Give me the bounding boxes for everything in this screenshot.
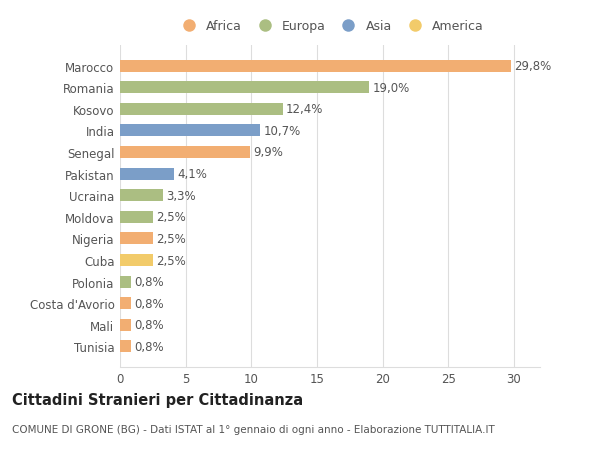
Text: Cittadini Stranieri per Cittadinanza: Cittadini Stranieri per Cittadinanza xyxy=(12,392,303,408)
Text: 0,8%: 0,8% xyxy=(134,340,163,353)
Text: 10,7%: 10,7% xyxy=(264,124,301,138)
Text: 0,8%: 0,8% xyxy=(134,319,163,331)
Text: 2,5%: 2,5% xyxy=(156,232,186,246)
Text: 9,9%: 9,9% xyxy=(253,146,283,159)
Text: 29,8%: 29,8% xyxy=(514,60,551,73)
Text: 2,5%: 2,5% xyxy=(156,211,186,224)
Bar xyxy=(120,82,370,94)
Text: 3,3%: 3,3% xyxy=(167,189,196,202)
Text: 0,8%: 0,8% xyxy=(134,297,163,310)
Bar xyxy=(120,61,511,73)
Bar xyxy=(120,125,260,137)
Text: 12,4%: 12,4% xyxy=(286,103,323,116)
Bar xyxy=(120,297,131,309)
Text: 19,0%: 19,0% xyxy=(373,82,410,95)
Bar xyxy=(120,254,153,266)
Bar xyxy=(120,104,283,116)
Text: 0,8%: 0,8% xyxy=(134,275,163,289)
Bar xyxy=(120,233,153,245)
Bar xyxy=(120,147,250,159)
Text: COMUNE DI GRONE (BG) - Dati ISTAT al 1° gennaio di ogni anno - Elaborazione TUTT: COMUNE DI GRONE (BG) - Dati ISTAT al 1° … xyxy=(12,425,495,435)
Bar xyxy=(120,319,131,331)
Bar xyxy=(120,190,163,202)
Text: 2,5%: 2,5% xyxy=(156,254,186,267)
Bar xyxy=(120,168,174,180)
Bar xyxy=(120,341,131,353)
Legend: Africa, Europa, Asia, America: Africa, Europa, Asia, America xyxy=(176,20,484,33)
Bar xyxy=(120,212,153,223)
Bar xyxy=(120,276,131,288)
Text: 4,1%: 4,1% xyxy=(177,168,207,181)
